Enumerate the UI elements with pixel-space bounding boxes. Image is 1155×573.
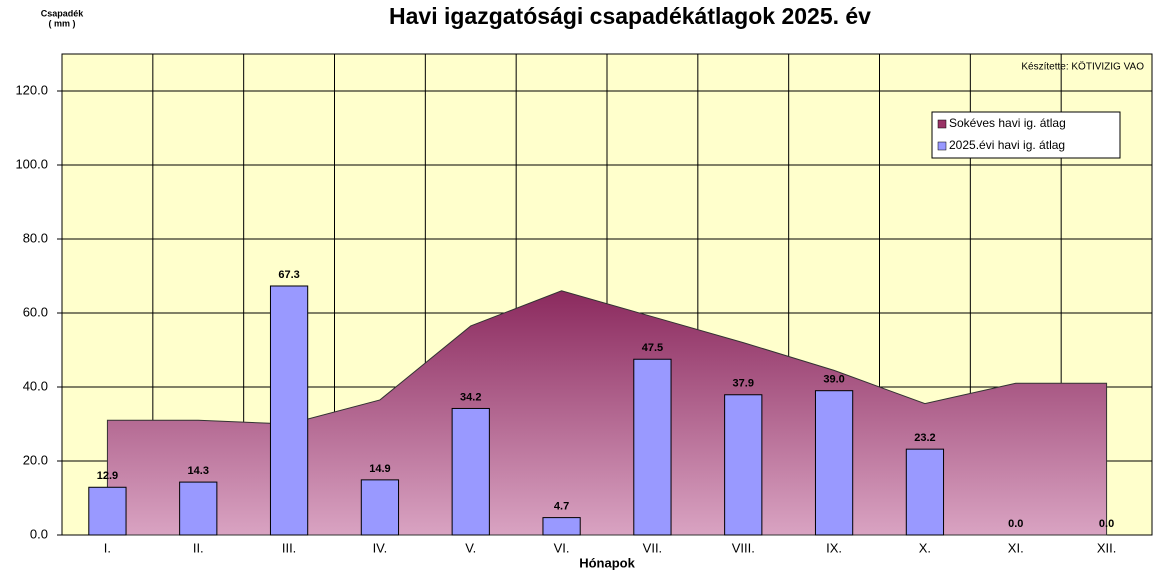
data-label: 14.9 <box>369 463 390 475</box>
x-tick-label: XI. <box>1008 540 1024 555</box>
y-tick-label: 40.0 <box>23 378 48 393</box>
area <box>106 290 1108 536</box>
bar <box>451 407 490 536</box>
bar <box>360 479 400 536</box>
data-label: 0.0 <box>1008 518 1023 530</box>
x-tick-label: IX. <box>826 540 842 555</box>
x-tick-label: III. <box>282 540 296 555</box>
data-label: 37.9 <box>733 378 754 390</box>
y-tick-label: 20.0 <box>23 452 48 467</box>
y-tick-label: 0.0 <box>30 526 48 541</box>
x-tick-label: I. <box>104 540 111 555</box>
annotation: Készítette: KÖTIVIZIG VAO <box>1021 61 1144 73</box>
bar <box>269 285 309 536</box>
x-axis-label: Hónapok <box>579 555 635 570</box>
y-tick-label: 60.0 <box>23 304 48 319</box>
x-tick-label: X. <box>919 540 931 555</box>
bar <box>724 394 763 536</box>
legend-swatch <box>937 141 947 151</box>
data-label: 4.7 <box>554 501 569 513</box>
y-axis-label: ( mm ) <box>49 18 76 28</box>
chart-title: Havi igazgatósági csapadékátlagok 2025. … <box>389 3 871 29</box>
x-tick-label: V. <box>465 540 476 555</box>
data-label: 67.3 <box>278 269 299 281</box>
legend-swatch <box>937 119 947 129</box>
x-tick-label: IV. <box>373 540 388 555</box>
x-tick-label: VII. <box>643 540 663 555</box>
data-label: 23.2 <box>914 432 935 444</box>
x-tick-label: VI. <box>554 540 570 555</box>
y-tick-label: 120.0 <box>15 82 48 97</box>
legend-label: Sokéves havi ig. átlag <box>949 116 1066 130</box>
data-label: 39.0 <box>823 374 844 386</box>
legend-label: 2025.évi havi ig. átlag <box>949 138 1065 152</box>
bar <box>905 448 945 536</box>
bar <box>633 358 672 536</box>
x-tick-label: VIII. <box>732 540 755 555</box>
y-tick-label: 100.0 <box>15 156 48 171</box>
y-tick-label: 80.0 <box>23 230 48 245</box>
data-label: 12.9 <box>97 470 118 482</box>
bar <box>542 517 581 536</box>
data-label: 14.3 <box>188 465 209 477</box>
bar <box>814 390 854 536</box>
bar <box>179 481 218 536</box>
x-tick-label: II. <box>193 540 204 555</box>
data-label: 34.2 <box>460 391 481 403</box>
data-label: 47.5 <box>642 342 663 354</box>
x-tick-label: XII. <box>1097 540 1117 555</box>
legend-box <box>931 111 1121 159</box>
y-axis-label: Csapadék <box>41 8 85 18</box>
data-label: 0.0 <box>1099 518 1114 530</box>
bar <box>88 486 127 536</box>
